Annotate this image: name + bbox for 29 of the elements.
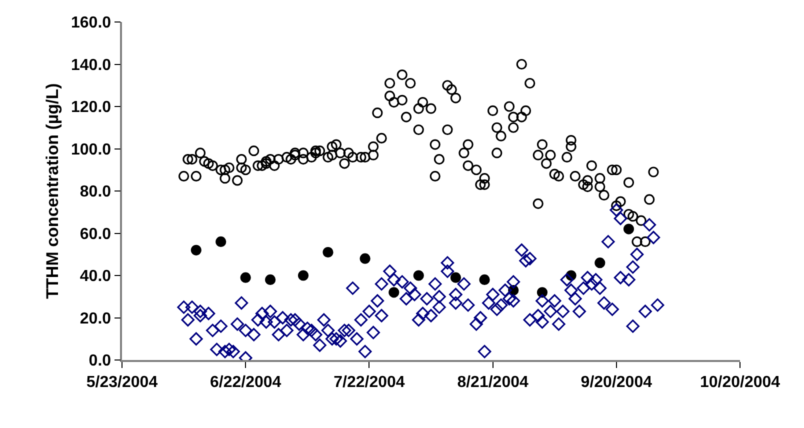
x-tick-label: 8/21/2004 xyxy=(457,374,528,391)
y-tick-label: 0.0 xyxy=(88,352,112,370)
point xyxy=(322,246,334,258)
point xyxy=(190,244,202,256)
y-tick-label: 120.0 xyxy=(71,99,112,116)
y-tick-label: 160.0 xyxy=(71,14,112,32)
x-tick-label: 10/20/2004 xyxy=(700,374,780,391)
point xyxy=(594,258,606,268)
point xyxy=(298,270,309,281)
y-tick-label: 140.0 xyxy=(71,56,112,74)
y-tick-label: 80.0 xyxy=(80,184,112,201)
y-tick-label: 40.0 xyxy=(80,268,112,286)
y-tick-label: 20.0 xyxy=(80,310,112,328)
x-tick-label: 6/22/2004 xyxy=(210,374,282,391)
y-axis-title: TTHM concentration (µg/L) xyxy=(43,83,62,299)
point xyxy=(413,270,424,281)
point xyxy=(216,236,226,247)
point xyxy=(479,274,490,286)
point xyxy=(360,253,370,264)
y-tick-label: 60.0 xyxy=(80,226,112,243)
y-tick-label: 100.0 xyxy=(71,141,112,158)
point xyxy=(265,274,276,286)
x-tick-label: 5/23/2004 xyxy=(86,374,158,391)
point xyxy=(623,224,634,234)
x-tick-label: 7/22/2004 xyxy=(334,374,405,391)
point xyxy=(388,287,400,298)
x-tick-label: 9/20/2004 xyxy=(580,374,652,391)
point xyxy=(450,272,462,283)
point xyxy=(240,272,251,283)
